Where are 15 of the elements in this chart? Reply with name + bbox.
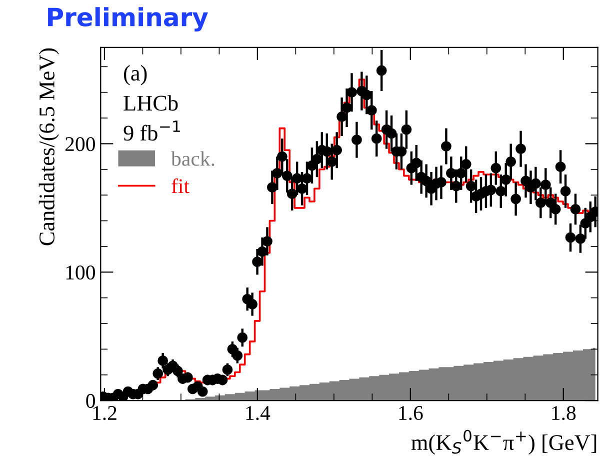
annotation: (a)	[124, 65, 147, 86]
chart-title: Preliminary	[48, 7, 208, 32]
legend-label: back.	[171, 151, 214, 166]
x-axis-title: m(K$_{S}$$^{0}$K$^{−}$π$^{+}$) [GeV]	[411, 430, 596, 455]
x-tick-label: 1.8	[552, 406, 576, 420]
legend-label: fit	[172, 178, 190, 194]
y-tick-label: 0	[86, 394, 95, 408]
x-tick-label: 1.6	[399, 406, 423, 420]
annotation: 9 fb$^{−1}$	[124, 120, 180, 141]
x-tick-label: 1.4	[246, 406, 270, 420]
y-tick-label: 100	[66, 265, 95, 280]
y-tick-label: 200	[65, 137, 95, 152]
annotation: LHCb	[124, 95, 178, 111]
y-axis-title: Candidates/(6.5 MeV)	[38, 48, 59, 246]
x-tick-label: 1.2	[93, 406, 116, 420]
